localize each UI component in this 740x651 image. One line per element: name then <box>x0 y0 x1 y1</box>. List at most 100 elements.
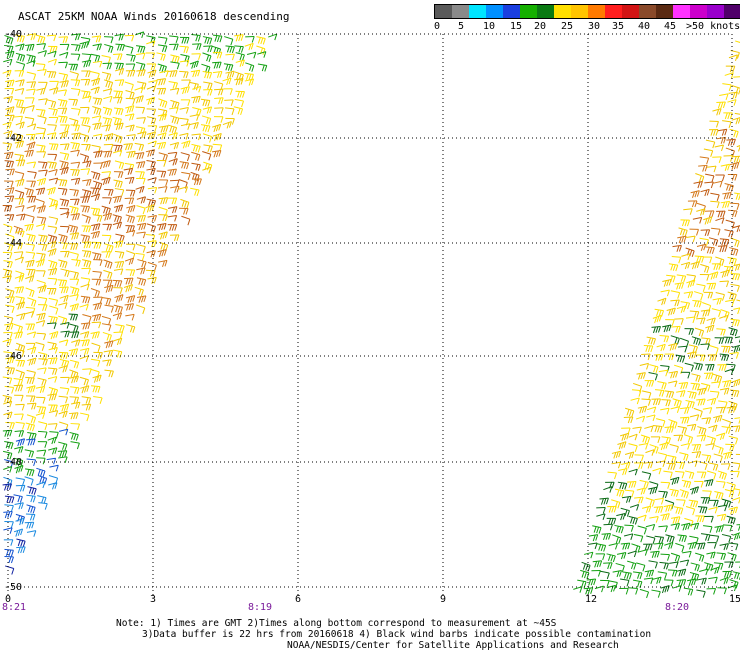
barb-staff <box>37 44 46 45</box>
barb-flag <box>649 338 651 344</box>
barb-flag <box>109 246 111 252</box>
barb-staff <box>633 580 642 582</box>
barb-flag <box>720 246 722 252</box>
barb-staff <box>136 118 145 119</box>
barb-flag <box>17 100 19 106</box>
wind-barb <box>661 482 670 488</box>
barb-flag <box>658 326 660 332</box>
barb-flag <box>85 340 87 346</box>
barb-staff <box>684 435 693 438</box>
barb-flag <box>732 390 734 396</box>
barb-flag <box>706 480 708 486</box>
barb-staff <box>168 169 177 170</box>
wind-barb <box>713 298 722 304</box>
barb-flag <box>698 400 700 406</box>
barb-flag <box>261 38 263 44</box>
barb-flag <box>241 47 243 53</box>
wind-barb <box>646 498 655 507</box>
wind-barbs <box>3 32 740 598</box>
barb-staff <box>654 543 663 544</box>
wind-barb <box>736 454 740 460</box>
barb-flag <box>77 443 79 449</box>
barb-flag <box>143 208 145 214</box>
barb-flag <box>199 44 201 50</box>
barb-flag <box>702 507 704 513</box>
barb-staff <box>93 151 102 153</box>
wind-barb <box>58 442 67 450</box>
wind-barb <box>136 305 145 314</box>
barb-staff <box>597 544 606 546</box>
barb-staff <box>69 413 78 414</box>
barb-staff <box>179 187 188 189</box>
barb-flag <box>21 503 23 509</box>
barb-flag <box>210 73 212 79</box>
barb-flag <box>678 517 680 523</box>
wind-barb <box>680 338 688 347</box>
barb-staff <box>201 125 210 126</box>
barb-flag <box>731 484 733 490</box>
barb-flag <box>617 490 619 496</box>
barb-flag <box>12 307 14 313</box>
barb-staff <box>115 262 124 263</box>
barb-flag <box>735 274 737 280</box>
wind-barb <box>146 168 155 174</box>
barb-flag <box>654 339 656 345</box>
barb-staff <box>682 551 691 552</box>
wind-barb <box>732 345 740 352</box>
barb-flag <box>12 291 14 297</box>
wind-barb <box>168 207 177 213</box>
barb-flag <box>54 72 56 78</box>
barb-flag <box>60 261 62 267</box>
barb-flag <box>18 332 20 338</box>
barb-flag <box>647 571 649 577</box>
barb-flag <box>667 536 669 542</box>
barb-flag <box>99 243 101 249</box>
barb-flag <box>5 206 7 212</box>
barb-flag <box>61 353 63 359</box>
barb-flag <box>95 386 97 392</box>
barb-staff <box>655 498 664 499</box>
barb-flag <box>700 411 702 417</box>
barb-flag <box>188 100 190 106</box>
barb-flag <box>675 517 677 523</box>
barb-flag <box>711 182 713 188</box>
barb-staff <box>48 377 57 379</box>
wind-barb <box>644 426 653 432</box>
barb-flag <box>10 262 12 268</box>
barb-flag <box>27 378 29 384</box>
wind-barb <box>59 366 68 373</box>
barb-staff <box>104 244 113 247</box>
barb-flag <box>707 267 709 273</box>
wind-barb <box>60 125 69 131</box>
barb-flag <box>695 201 697 207</box>
barb-staff <box>38 352 47 354</box>
barb-flag <box>665 455 667 461</box>
wind-barb <box>720 354 729 361</box>
wind-barb <box>689 345 698 353</box>
barb-flag <box>26 189 28 195</box>
barb-flag <box>33 324 35 330</box>
wind-barb <box>676 500 685 507</box>
wind-barb <box>733 572 740 580</box>
barb-flag <box>736 132 738 138</box>
barb-flag <box>77 332 79 338</box>
wind-barb <box>703 408 712 414</box>
barb-staff <box>36 343 45 345</box>
barb-staff <box>192 107 201 109</box>
barb-flag <box>174 44 176 50</box>
wind-barb <box>135 253 144 260</box>
barb-staff <box>71 162 80 163</box>
wind-barb <box>236 53 245 61</box>
wind-barb <box>36 482 45 488</box>
barb-flag <box>107 224 109 230</box>
barb-staff <box>202 152 211 155</box>
wind-barb <box>114 241 123 248</box>
wind-barb <box>684 292 693 298</box>
barb-staff <box>136 206 145 208</box>
wind-barb <box>16 53 25 61</box>
wind-barb <box>642 391 651 399</box>
wind-barb <box>104 244 113 253</box>
barb-flag <box>197 109 199 115</box>
barb-flag <box>656 367 658 373</box>
barb-staff <box>729 248 738 250</box>
